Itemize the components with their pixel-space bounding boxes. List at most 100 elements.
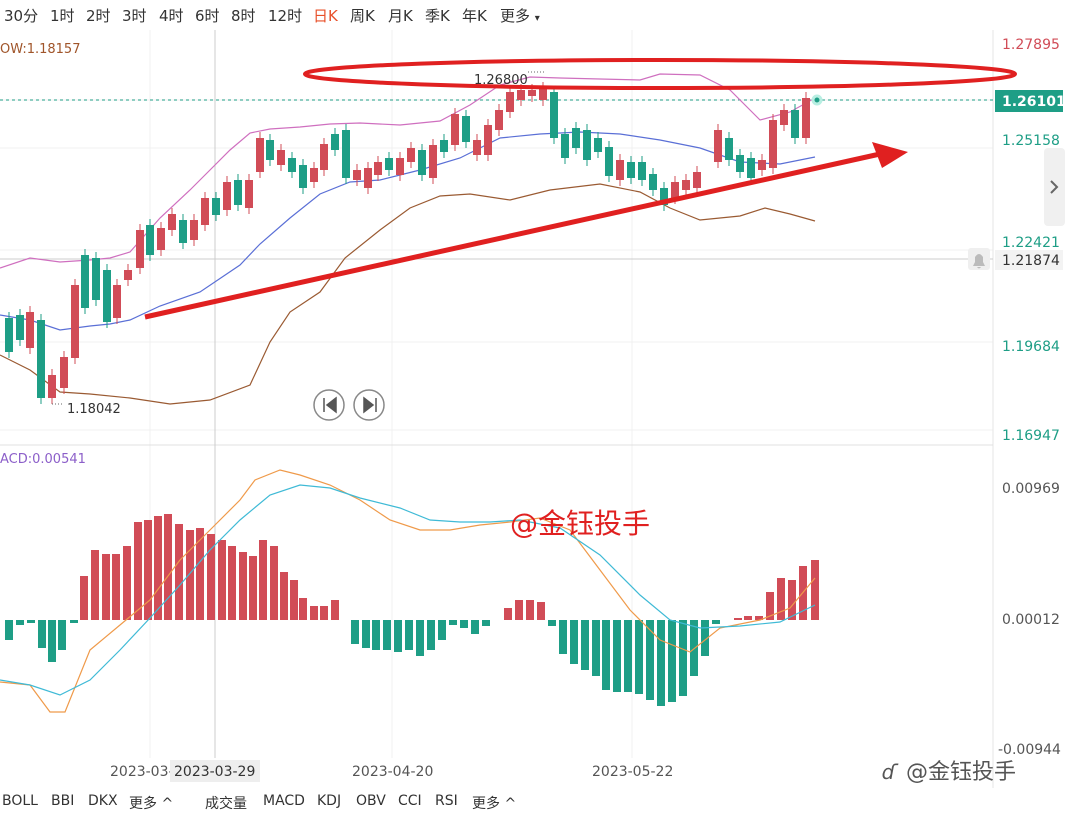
candle-body: [660, 188, 668, 205]
period-yearly[interactable]: 年K: [462, 7, 487, 25]
indicator-volume[interactable]: 成交量: [205, 796, 247, 812]
period-quarterly[interactable]: 季K: [425, 7, 450, 25]
period-daily[interactable]: 日K: [313, 7, 338, 25]
candle-body: [277, 150, 285, 165]
macd-bar: [70, 620, 78, 623]
candle-body: [407, 148, 415, 162]
indicator-more-sub[interactable]: 更多 ^: [472, 796, 517, 812]
footer-watermark-text: @金钰投手: [906, 760, 1016, 785]
macd-bar: [38, 620, 46, 648]
kline-chart[interactable]: OW:1.18157 ACD:0.00541 1.26800 1.18042 @…: [0, 30, 1065, 788]
macd-bar: [405, 620, 413, 650]
period-weekly[interactable]: 周K: [350, 7, 375, 25]
macd-bar: [175, 524, 183, 620]
period-8h[interactable]: 8时: [231, 7, 256, 25]
period-more-label: 更多: [500, 7, 531, 25]
candle-body: [92, 258, 100, 300]
price-tick: 1.16947: [1002, 428, 1060, 444]
macd-bar: [362, 620, 370, 648]
period-2h[interactable]: 2时: [86, 7, 111, 25]
macd-bar: [438, 620, 446, 640]
period-30m[interactable]: 30分: [4, 7, 39, 25]
macd-bar: [207, 534, 215, 620]
date-label: 2023-04-20: [352, 764, 433, 780]
candle-body: [201, 198, 209, 225]
period-6h[interactable]: 6时: [195, 7, 220, 25]
macd-bar: [668, 620, 676, 702]
macd-bar: [635, 620, 643, 694]
indicator-macd[interactable]: MACD: [263, 793, 305, 809]
period-4h[interactable]: 4时: [159, 7, 184, 25]
period-1h[interactable]: 1时: [50, 7, 75, 25]
price-tick: 1.19684: [1002, 339, 1060, 355]
period-monthly[interactable]: 月K: [388, 7, 413, 25]
candle-body: [320, 144, 328, 170]
prev-button[interactable]: [313, 389, 345, 421]
macd-bar: [310, 606, 318, 620]
candle-body: [539, 88, 547, 100]
indicator-dkx[interactable]: DKX: [88, 793, 118, 809]
candle-body: [223, 182, 231, 210]
candle-body: [572, 128, 580, 148]
candle-body: [638, 162, 646, 180]
macd-bar: [537, 602, 545, 620]
macd-bar: [290, 580, 298, 620]
period-3h[interactable]: 3时: [122, 7, 147, 25]
candle-body: [310, 168, 318, 182]
period-more[interactable]: 更多 ▾: [500, 5, 540, 26]
candle-body: [429, 145, 437, 178]
indicator-more-main[interactable]: 更多 ^: [129, 796, 174, 812]
indicator-bbi[interactable]: BBI: [51, 793, 75, 809]
candle-body: [594, 138, 602, 152]
candle-body: [693, 172, 701, 188]
macd-bar: [766, 592, 774, 620]
macd-bar: [154, 516, 162, 620]
macd-bar: [602, 620, 610, 690]
candle-body: [780, 110, 788, 125]
candle-body: [48, 375, 56, 398]
indicator-rsi[interactable]: RSI: [435, 793, 458, 809]
candle-body: [179, 220, 187, 243]
date-axis: 2023-03- 2023-03-29 2023-04-20 2023-05-2…: [110, 760, 673, 782]
macd-bar: [259, 540, 267, 620]
macd-dea-line: [0, 484, 816, 696]
annotation-arrow-head: [872, 142, 908, 168]
annotation-trend-arrow: [144, 151, 881, 320]
boll-upper-line: [0, 73, 816, 269]
macd-lines: [0, 469, 816, 713]
prev-icon: [323, 396, 337, 414]
indicator-obv[interactable]: OBV: [356, 793, 386, 809]
candle-body: [266, 140, 274, 160]
candle-body: [81, 255, 89, 308]
candle-body: [451, 114, 459, 145]
macd-bar: [299, 598, 307, 620]
macd-bar: [471, 620, 479, 634]
period-12h[interactable]: 12时: [268, 7, 303, 25]
candle-body: [725, 138, 733, 160]
indicator-cci[interactable]: CCI: [398, 793, 422, 809]
candle-body: [769, 120, 777, 168]
crosshair-date-badge: [170, 760, 260, 782]
macd-bar: [351, 620, 359, 644]
macd-bar: [679, 620, 687, 696]
alert-button[interactable]: [968, 248, 990, 270]
side-panel-toggle[interactable]: [1044, 148, 1065, 226]
macd-bar: [570, 620, 578, 664]
macd-bar: [734, 618, 742, 620]
next-button[interactable]: [353, 389, 385, 421]
candlesticks: [5, 82, 823, 404]
macd-bar: [228, 546, 236, 620]
indicator-boll[interactable]: BOLL: [2, 793, 38, 809]
candle-body: [462, 116, 470, 142]
candle-body: [682, 180, 690, 190]
macd-bar: [48, 620, 56, 662]
macd-bar: [744, 616, 752, 620]
candle-body: [528, 90, 536, 96]
macd-bar: [196, 528, 204, 620]
price-tick: 1.25158: [1002, 133, 1060, 149]
candle-body: [506, 92, 514, 112]
candle-body: [736, 155, 744, 172]
indicator-kdj[interactable]: KDJ: [317, 793, 342, 809]
candle-body: [299, 165, 307, 188]
macd-tick: -0.00944: [998, 742, 1061, 758]
